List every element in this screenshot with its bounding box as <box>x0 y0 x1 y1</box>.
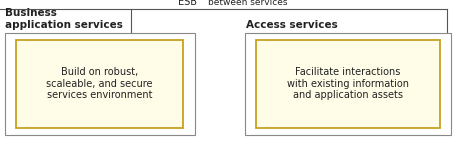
Text: Business
application services: Business application services <box>5 8 123 30</box>
Text: Access services: Access services <box>246 20 338 30</box>
Text: ESB: ESB <box>178 0 197 7</box>
Text: Facilitate interactions
with existing information
and application assets: Facilitate interactions with existing in… <box>287 67 409 100</box>
FancyBboxPatch shape <box>5 33 195 135</box>
FancyBboxPatch shape <box>16 40 183 128</box>
FancyBboxPatch shape <box>256 40 440 128</box>
FancyBboxPatch shape <box>245 33 451 135</box>
Text: Enable inter-connectivity
between services: Enable inter-connectivity between servic… <box>208 0 322 7</box>
Text: Build on robust,
scaleable, and secure
services environment: Build on robust, scaleable, and secure s… <box>46 67 153 100</box>
